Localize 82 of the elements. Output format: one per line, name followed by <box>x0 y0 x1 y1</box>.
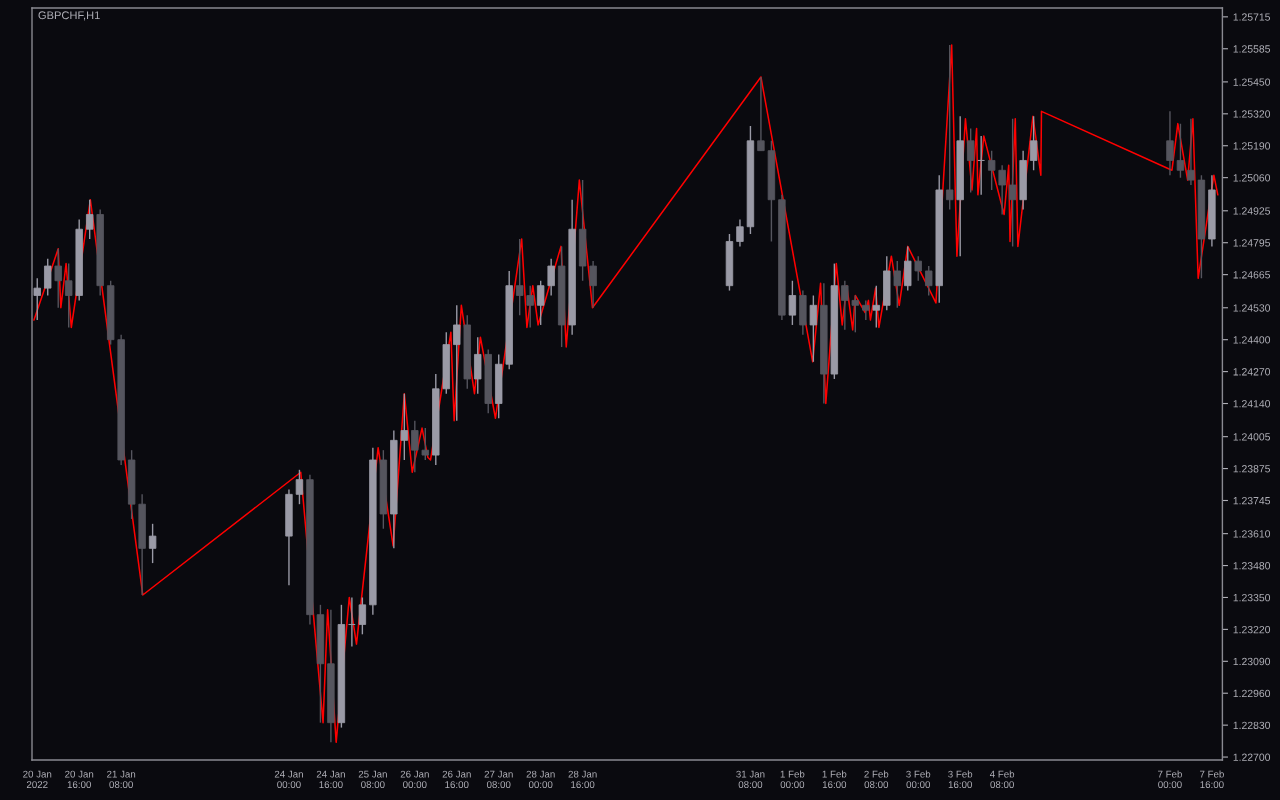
y-tick-label: 1.25585 <box>1233 45 1271 53</box>
candlestick <box>295 469 304 505</box>
y-tick-label: 1.24140 <box>1233 400 1271 408</box>
x-tick-label: 2 Feb 08:00 <box>864 770 889 789</box>
y-tick-label: 1.25190 <box>1233 142 1271 150</box>
x-tick-label: 31 Jan 08:00 <box>736 770 765 789</box>
candlestick <box>453 304 461 422</box>
candlestick <box>54 248 62 309</box>
x-tick-label: 1 Feb 16:00 <box>822 770 847 789</box>
candlestick <box>736 218 744 248</box>
candlestick <box>589 260 597 309</box>
y-tick-label: 1.23610 <box>1233 530 1271 538</box>
x-tick-label: 1 Feb 00:00 <box>780 770 805 789</box>
candlestick <box>872 284 880 329</box>
candlestick <box>526 284 534 329</box>
y-tick-label: 1.24005 <box>1233 433 1271 441</box>
candlestick <box>1029 115 1038 171</box>
candlestick <box>33 277 41 321</box>
candlestick <box>421 427 429 461</box>
candlestick <box>851 294 860 334</box>
candlestick <box>841 280 849 331</box>
candlestick <box>358 596 367 635</box>
y-tick-label: 1.22830 <box>1233 721 1271 730</box>
x-tick-label: 21 Jan 08:00 <box>107 770 136 789</box>
y-tick-label: 1.24795 <box>1233 239 1271 247</box>
y-tick-label: 1.24665 <box>1233 271 1271 279</box>
candlestick <box>925 265 933 297</box>
candlestick <box>400 393 409 461</box>
y-tick-label: 1.25450 <box>1233 78 1271 86</box>
x-tick-label: 3 Feb 16:00 <box>948 770 973 789</box>
candlestick <box>85 199 94 240</box>
y-tick-label: 1.25320 <box>1233 110 1271 118</box>
candlestick <box>893 260 901 309</box>
x-tick-label: 28 Jan 16:00 <box>568 770 597 789</box>
y-tick-label: 1.24530 <box>1233 304 1271 312</box>
candlestick <box>1176 122 1185 179</box>
x-tick-label: 20 Jan 16:00 <box>65 770 94 789</box>
candlestick <box>148 523 157 564</box>
y-tick-label: 1.23220 <box>1233 625 1271 634</box>
y-tick-label: 1.22700 <box>1233 753 1271 761</box>
y-tick-label: 1.23090 <box>1233 657 1271 666</box>
y-tick-label: 1.23480 <box>1233 562 1271 570</box>
candlestick <box>987 149 996 191</box>
y-tick-label: 1.23875 <box>1233 465 1271 473</box>
x-tick-label: 26 Jan 00:00 <box>400 770 429 789</box>
y-tick-label: 1.24925 <box>1233 207 1271 215</box>
candlestick <box>788 280 797 326</box>
x-tick-label: 25 Jan 08:00 <box>358 770 387 789</box>
x-tick-label: 27 Jan 08:00 <box>484 770 513 789</box>
y-tick-label: 1.23745 <box>1233 497 1271 505</box>
candlestick <box>998 164 1006 216</box>
candlestick <box>44 257 52 297</box>
y-tick-label: 1.25715 <box>1233 13 1271 21</box>
candlestick <box>1187 118 1195 186</box>
candlestick <box>411 420 419 473</box>
x-tick-label: 24 Jan 16:00 <box>316 770 345 789</box>
y-tick-label: 1.23350 <box>1233 593 1271 602</box>
candlestick <box>516 238 524 316</box>
candlestick <box>65 262 73 329</box>
x-tick-label: 20 Jan 2022 <box>23 770 52 789</box>
x-tick-label: 7 Feb 16:00 <box>1199 770 1224 789</box>
candlestick <box>757 76 765 152</box>
candlestick <box>862 299 870 321</box>
candlestick <box>946 44 954 211</box>
candlestick <box>809 294 818 363</box>
candlestick <box>914 255 922 282</box>
y-tick-label: 1.24400 <box>1233 336 1271 344</box>
x-tick-label: 28 Jan 00:00 <box>526 770 555 789</box>
y-tick-label: 1.25060 <box>1233 174 1271 182</box>
y-tick-label: 1.24270 <box>1233 368 1271 376</box>
candlestick <box>536 280 545 326</box>
x-tick-label: 7 Feb 00:00 <box>1158 770 1182 789</box>
candlestick <box>1008 118 1017 248</box>
chart-title: GBPCHF,H1 <box>38 11 100 21</box>
candlestick <box>547 257 555 297</box>
candlestick <box>1166 110 1174 176</box>
x-tick-label: 4 Feb 08:00 <box>989 770 1015 789</box>
candlestick <box>966 127 975 194</box>
y-tick-label: 1.22960 <box>1233 689 1271 698</box>
x-tick-label: 3 Feb 00:00 <box>906 770 931 789</box>
x-tick-label: 24 Jan 00:00 <box>274 770 303 789</box>
x-tick-label: 26 Jan 16:00 <box>442 770 471 789</box>
